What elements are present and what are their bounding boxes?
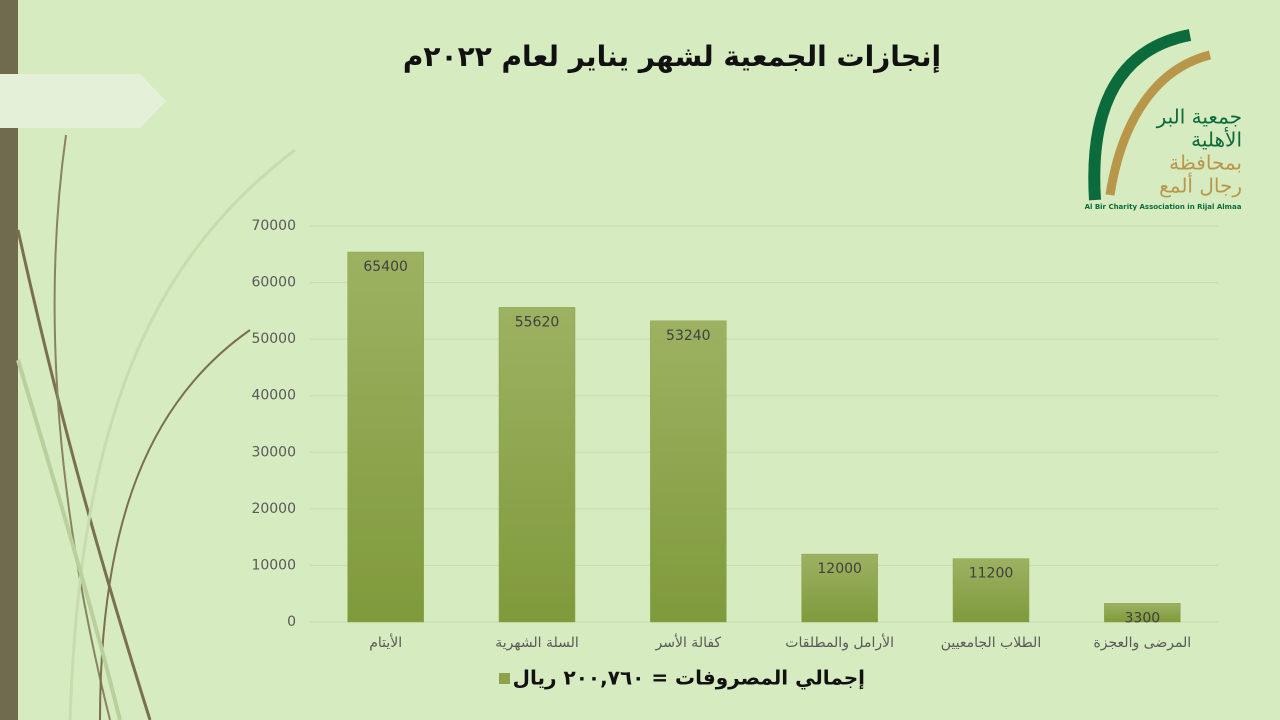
x-tick-label: الأرامل والمطلقات xyxy=(785,633,894,651)
data-label: 53240 xyxy=(666,328,711,344)
legend-label: إجمالي المصروفات = ٢٠٠,٧٦٠ ريال xyxy=(513,666,865,691)
y-tick-label: 40000 xyxy=(251,388,296,404)
x-tick-label: الأيتام xyxy=(369,633,402,651)
arrow-banner xyxy=(0,74,166,128)
bar xyxy=(1104,603,1181,623)
bar xyxy=(498,307,576,623)
data-label: 65400 xyxy=(363,259,408,275)
y-tick-label: 30000 xyxy=(251,444,296,460)
y-tick-label: 20000 xyxy=(251,501,296,517)
y-tick-label: 0 xyxy=(287,614,296,630)
data-label: 55620 xyxy=(515,314,560,330)
y-tick-label: 10000 xyxy=(251,557,296,573)
bar xyxy=(347,251,424,623)
bar xyxy=(952,558,1030,623)
bar xyxy=(650,320,727,623)
logo-english: Al Bir Charity Association in Rijal Alma… xyxy=(1085,203,1242,211)
x-tick-label: السلة الشهرية xyxy=(495,635,578,651)
bar xyxy=(801,553,878,623)
data-label: 12000 xyxy=(817,561,862,577)
side-strip xyxy=(0,0,18,720)
logo-shape xyxy=(1088,29,1192,201)
logo-text: بمحافظة xyxy=(1169,151,1242,175)
logo-shape xyxy=(1105,50,1212,196)
x-tick-label: المرضى والعجزة xyxy=(1093,635,1191,651)
y-tick-label: 50000 xyxy=(251,331,296,347)
logo-text: رجال ألمع xyxy=(1159,173,1242,198)
logo-text: الأهلية xyxy=(1191,128,1242,152)
y-tick-label: 60000 xyxy=(251,275,296,291)
data-label: 11200 xyxy=(969,566,1014,582)
legend-swatch xyxy=(499,673,510,684)
logo-text: جمعية البر xyxy=(1156,105,1242,129)
y-tick-label: 70000 xyxy=(251,218,296,234)
decor-curves xyxy=(16,134,296,720)
chart-title: إنجازات الجمعية لشهر يناير لعام ٢٠٢٢م xyxy=(403,40,941,74)
x-tick-label: كفالة الأسر xyxy=(655,633,722,651)
x-tick-label: الطلاب الجامعيين xyxy=(941,635,1041,651)
logo: جمعية البر الأهلية بمحافظة رجال ألمع Al … xyxy=(1085,29,1242,211)
data-label: 3300 xyxy=(1125,610,1161,626)
